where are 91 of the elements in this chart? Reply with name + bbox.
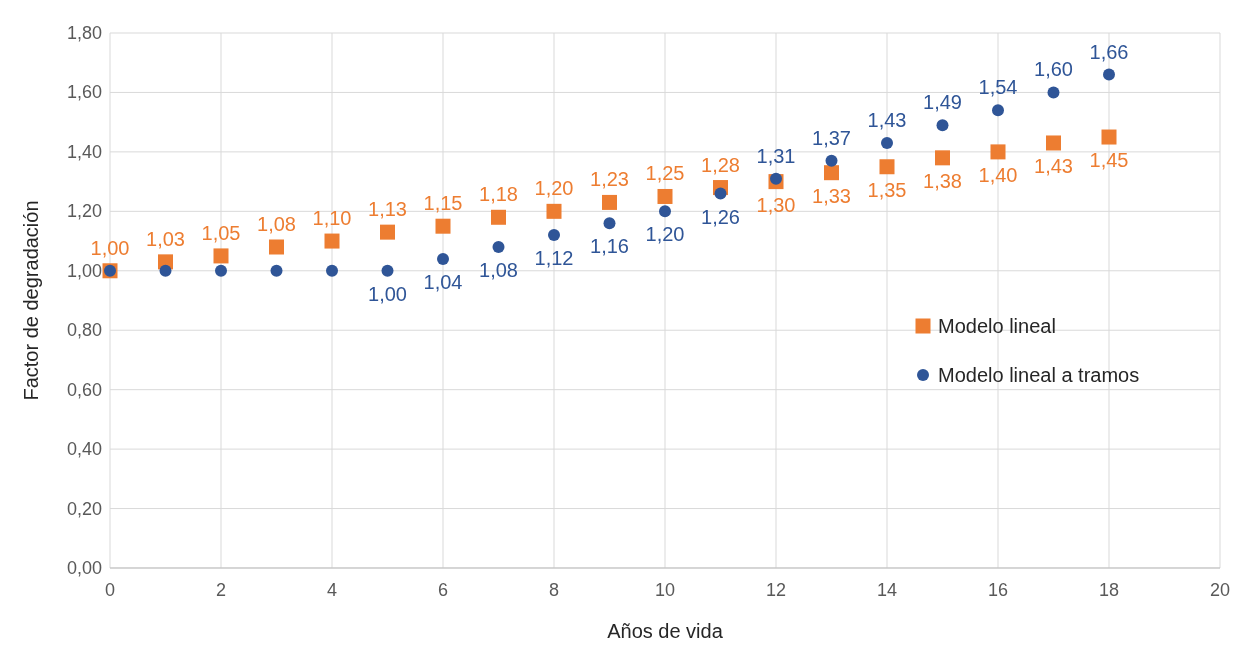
data-label: 1,15 <box>423 192 463 215</box>
point <box>602 194 617 210</box>
point <box>992 104 1004 117</box>
data-label: 1,31 <box>756 144 796 167</box>
point <box>548 229 560 242</box>
point <box>936 119 949 132</box>
data-label: 1,13 <box>368 198 407 221</box>
data-label: 1,00 <box>90 236 130 259</box>
data-label: 1,05 <box>201 221 241 244</box>
x-tick-label: 0 <box>104 580 116 600</box>
x-tick-label: 18 <box>1098 580 1120 600</box>
legend-label: Modelo lineal <box>938 315 1056 337</box>
data-label: 1,43 <box>1034 154 1073 177</box>
y-tick-label: 0,00 <box>66 558 102 578</box>
y-tick-label: 1,60 <box>66 82 102 103</box>
data-label: 1,33 <box>812 184 851 207</box>
data-label: 1,20 <box>645 223 685 246</box>
data-label: 1,10 <box>312 207 352 230</box>
data-label: 1,35 <box>867 178 907 201</box>
point <box>825 154 838 167</box>
point <box>770 172 782 185</box>
data-label: 1,23 <box>590 168 629 191</box>
y-tick-label: 0,80 <box>66 320 102 341</box>
point <box>215 264 227 277</box>
x-tick-label: 6 <box>437 580 449 600</box>
data-label: 1,03 <box>146 227 185 250</box>
point <box>546 203 562 219</box>
y-tick-label: 1,20 <box>66 201 102 222</box>
data-label: 1,45 <box>1089 149 1129 172</box>
point <box>435 218 451 234</box>
data-label: 1,60 <box>1034 58 1073 81</box>
point <box>714 187 727 200</box>
data-label: 1,18 <box>479 183 518 206</box>
y-tick-label: 1,80 <box>66 23 102 43</box>
y-tick-label: 1,00 <box>66 260 102 281</box>
x-tick-label: 16 <box>987 580 1009 600</box>
point <box>213 248 229 264</box>
x-axis-title: Años de vida <box>607 620 724 642</box>
x-tick-label: 12 <box>765 580 787 600</box>
y-axis-title: Factor de degradación <box>20 200 42 401</box>
point <box>269 239 284 255</box>
point <box>326 264 338 277</box>
x-tick-label: 2 <box>215 580 227 600</box>
data-label: 1,43 <box>867 108 907 131</box>
x-tick-label: 4 <box>326 580 338 600</box>
point <box>270 264 283 277</box>
data-label: 1,28 <box>701 153 740 176</box>
x-tick-label: 14 <box>876 580 898 600</box>
y-tick-label: 0,40 <box>66 439 102 460</box>
x-tick-label: 20 <box>1209 580 1231 600</box>
point <box>603 217 616 230</box>
point <box>159 264 172 277</box>
legend-label: Modelo lineal a tramos <box>938 364 1140 386</box>
point <box>935 150 950 166</box>
data-label: 1,49 <box>923 91 962 114</box>
data-label: 1,30 <box>756 193 796 216</box>
data-label: 1,20 <box>534 177 574 200</box>
data-label: 1,40 <box>978 163 1018 186</box>
point <box>1103 68 1115 81</box>
point <box>381 264 394 277</box>
data-label: 1,66 <box>1089 40 1129 63</box>
point <box>659 205 671 218</box>
point <box>990 144 1006 160</box>
point <box>1046 135 1061 151</box>
data-label: 1,16 <box>590 235 629 258</box>
data-label: 1,54 <box>978 76 1018 99</box>
point <box>491 209 506 225</box>
data-label: 1,37 <box>812 126 851 149</box>
y-tick-label: 0,60 <box>66 379 102 400</box>
point <box>492 241 505 253</box>
y-tick-label: 1,40 <box>66 141 102 162</box>
point <box>1101 129 1117 145</box>
data-label: 1,26 <box>701 205 740 228</box>
point <box>324 233 340 249</box>
point <box>1047 86 1060 99</box>
data-label: 1,08 <box>257 213 296 235</box>
data-label: 1,00 <box>368 282 407 305</box>
point <box>881 136 893 149</box>
point <box>824 165 839 181</box>
x-tick-label: 8 <box>548 580 560 600</box>
point <box>879 159 895 175</box>
data-label: 1,38 <box>923 169 962 192</box>
point <box>380 224 395 240</box>
point <box>657 188 673 204</box>
data-label: 1,25 <box>645 162 685 185</box>
data-label: 1,08 <box>479 259 518 281</box>
y-tick-label: 0,20 <box>66 498 102 519</box>
data-label: 1,12 <box>534 247 574 270</box>
point <box>437 252 449 265</box>
x-tick-label: 10 <box>654 580 676 600</box>
data-label: 1,04 <box>423 270 463 293</box>
